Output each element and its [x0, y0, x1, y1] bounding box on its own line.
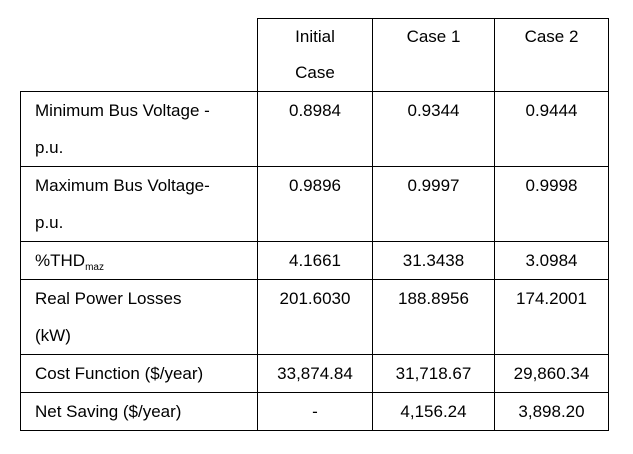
- cell-case1: 31.3438: [372, 241, 495, 280]
- cell-value: 3,898.20: [518, 402, 585, 421]
- cell-initial: 0.9896: [257, 166, 373, 242]
- header-initial-line2: Case: [295, 63, 335, 82]
- cell-case2: 3.0984: [494, 241, 609, 280]
- row-label-cost-function: Cost Function ($/year): [20, 354, 258, 393]
- header-row: Initial Case Case 1 Case 2: [20, 18, 609, 92]
- cell-value: 0.9997: [407, 176, 460, 195]
- table-row: Maximum Bus Voltage- p.u. 0.9896 0.9997 …: [20, 166, 609, 242]
- row-label-line2: (kW): [35, 326, 71, 345]
- header-empty-cell: [20, 18, 258, 92]
- cell-case1: 31,718.67: [372, 354, 495, 393]
- table-row: Cost Function ($/year) 33,874.84 31,718.…: [20, 354, 609, 393]
- header-initial-case: Initial Case: [257, 18, 373, 92]
- cell-value: 31,718.67: [395, 364, 472, 383]
- header-case-1: Case 1: [372, 18, 495, 92]
- cell-value: 3.0984: [525, 251, 578, 270]
- thd-subscript: maz: [85, 262, 104, 273]
- cell-case2: 29,860.34: [494, 354, 609, 393]
- cell-value: 31.3438: [402, 251, 465, 270]
- cell-initial: -: [257, 392, 373, 431]
- row-label-line1: Real Power Losses: [35, 289, 182, 308]
- row-label-line2: p.u.: [35, 213, 64, 232]
- cell-value: 0.9896: [289, 176, 341, 195]
- cell-value: 33,874.84: [277, 364, 353, 383]
- row-label-line2: p.u.: [35, 138, 64, 157]
- cell-value: 0.9998: [525, 176, 578, 195]
- cell-value: 4.1661: [289, 251, 341, 270]
- row-label-thd-text: %THDmaz: [35, 242, 257, 279]
- cell-case1: 0.9344: [372, 91, 495, 167]
- cell-case2: 3,898.20: [494, 392, 609, 431]
- cell-case1: 4,156.24: [372, 392, 495, 431]
- row-label-real-power-losses: Real Power Losses (kW): [20, 279, 258, 355]
- row-label-net-saving: Net Saving ($/year): [20, 392, 258, 431]
- cell-value: 29,860.34: [513, 364, 590, 383]
- row-label-max-voltage: Maximum Bus Voltage- p.u.: [20, 166, 258, 242]
- cell-value: 201.6030: [279, 289, 351, 308]
- cell-initial: 201.6030: [257, 279, 373, 355]
- cell-case2: 174.2001: [494, 279, 609, 355]
- table-row: Net Saving ($/year) - 4,156.24 3,898.20: [20, 392, 609, 431]
- cell-value: 0.8984: [289, 101, 341, 120]
- cell-value: 0.9444: [525, 101, 578, 120]
- results-table: Initial Case Case 1 Case 2 Minimum Bus V…: [20, 18, 609, 431]
- cell-value: -: [312, 402, 318, 421]
- thd-main: %THD: [35, 251, 86, 270]
- cell-case1: 188.8956: [372, 279, 495, 355]
- header-initial-line1: Initial: [295, 27, 335, 46]
- row-label-thd: %THDmaz: [20, 241, 258, 280]
- row-label-text: Cost Function ($/year): [35, 364, 204, 383]
- cell-value: 174.2001: [516, 289, 587, 308]
- table-row: %THDmaz 4.1661 31.3438 3.0984: [20, 241, 609, 280]
- cell-value: 0.9344: [407, 101, 460, 120]
- cell-case2: 0.9998: [494, 166, 609, 242]
- header-case-2: Case 2: [494, 18, 609, 92]
- cell-initial: 0.8984: [257, 91, 373, 167]
- cell-case1: 0.9997: [372, 166, 495, 242]
- cell-initial: 33,874.84: [257, 354, 373, 393]
- table-row: Minimum Bus Voltage - p.u. 0.8984 0.9344…: [20, 91, 609, 167]
- cell-case2: 0.9444: [494, 91, 609, 167]
- row-label-text: Net Saving ($/year): [35, 402, 182, 421]
- row-label-min-voltage: Minimum Bus Voltage - p.u.: [20, 91, 258, 167]
- table-row: Real Power Losses (kW) 201.6030 188.8956…: [20, 279, 609, 355]
- cell-value: 188.8956: [398, 289, 469, 308]
- row-label-line1: Minimum Bus Voltage -: [35, 101, 210, 120]
- row-label-line1: Maximum Bus Voltage-: [35, 176, 210, 195]
- cell-value: 4,156.24: [400, 402, 467, 421]
- cell-initial: 4.1661: [257, 241, 373, 280]
